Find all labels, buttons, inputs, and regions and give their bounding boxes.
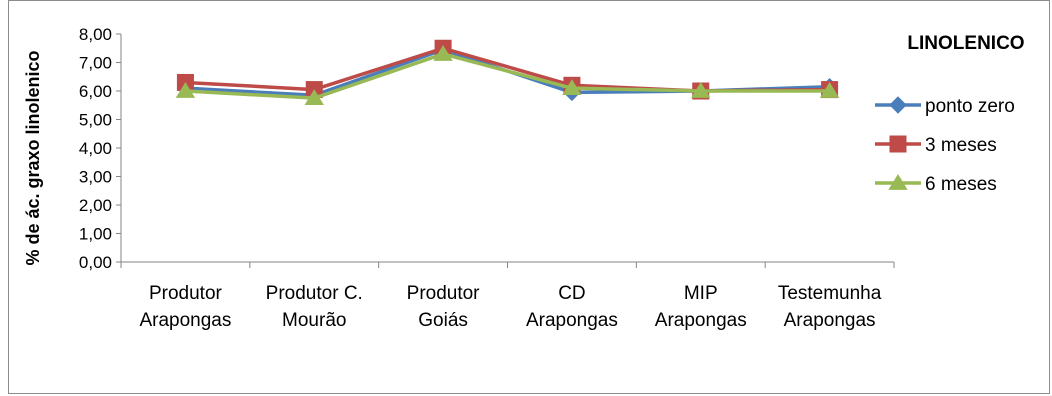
legend-item: ponto zero (875, 96, 1015, 117)
data-point-square (889, 135, 907, 153)
x-category-label-line: Arapongas (655, 310, 747, 331)
data-point-triangle (304, 89, 324, 106)
legend-label: ponto zero (925, 96, 1015, 117)
x-category-label-line: Arapongas (139, 310, 231, 331)
y-tick-label: 5,00 (79, 111, 112, 130)
x-category-label-line: Produtor (149, 283, 223, 304)
series-group (175, 39, 840, 106)
series-6-meses (175, 44, 840, 106)
chart-title: LINOLENICO (907, 33, 1024, 54)
y-tick-label: 4,00 (79, 139, 112, 158)
legend-label: 3 meses (925, 135, 997, 156)
legend-item: 6 meses (875, 174, 997, 195)
y-axis-label: % de ác. graxo linolenico (23, 50, 43, 265)
x-category-label-line: Goiás (418, 310, 468, 331)
legend: ponto zero 3 meses 6 meses (875, 96, 1015, 195)
x-category-label-line: CD (558, 283, 585, 304)
y-axis-ticks: 0,00 1,00 2,00 3,00 4,00 5,00 6,00 7,00 8,00 (79, 25, 121, 272)
data-point-triangle (562, 79, 582, 96)
data-point-triangle (691, 82, 711, 98)
x-category-label-line: Arapongas (526, 310, 618, 331)
data-point-triangle (888, 174, 908, 190)
x-category-label: MIP Arapongas (655, 283, 747, 331)
x-category-label-line: Produtor (407, 283, 481, 304)
x-category-label: Testemunha Arapongas (778, 283, 882, 331)
x-category-label-line: Testemunha (778, 283, 882, 304)
data-point-triangle (819, 82, 840, 98)
y-tick-label: 3,00 (79, 168, 112, 187)
x-category-label-line: Mourão (282, 310, 346, 331)
x-category-label: Produtor Arapongas (139, 283, 231, 331)
legend-label: 6 meses (925, 174, 997, 195)
line-chart: 0,00 1,00 2,00 3,00 4,00 5,00 6,00 7,00 8,00 Pro… (23, 25, 1025, 331)
y-tick-label: 6,00 (79, 82, 112, 101)
y-tick-label: 7,00 (79, 54, 112, 73)
x-category-label: CD Arapongas (526, 283, 618, 331)
data-point-diamond (889, 96, 907, 114)
x-category-label-line: MIP (684, 283, 718, 304)
y-tick-label: 1,00 (79, 225, 112, 244)
y-tick-label: 2,00 (79, 196, 112, 215)
y-tick-label: 0,00 (79, 253, 112, 272)
data-point-triangle (175, 82, 196, 98)
x-category-label: Produtor C. Mourão (266, 283, 363, 331)
data-point-triangle (433, 44, 453, 61)
y-tick-label: 8,00 (79, 25, 112, 44)
x-category-label-line: Arapongas (784, 310, 876, 331)
series-line (185, 52, 830, 100)
x-category-label-line: Produtor C. (266, 283, 363, 304)
chart-frame: 0,00 1,00 2,00 3,00 4,00 5,00 6,00 7,00 8,00 Pro… (8, 0, 1050, 394)
x-category-label: Produtor Goiás (407, 283, 481, 331)
legend-item: 3 meses (875, 135, 997, 156)
